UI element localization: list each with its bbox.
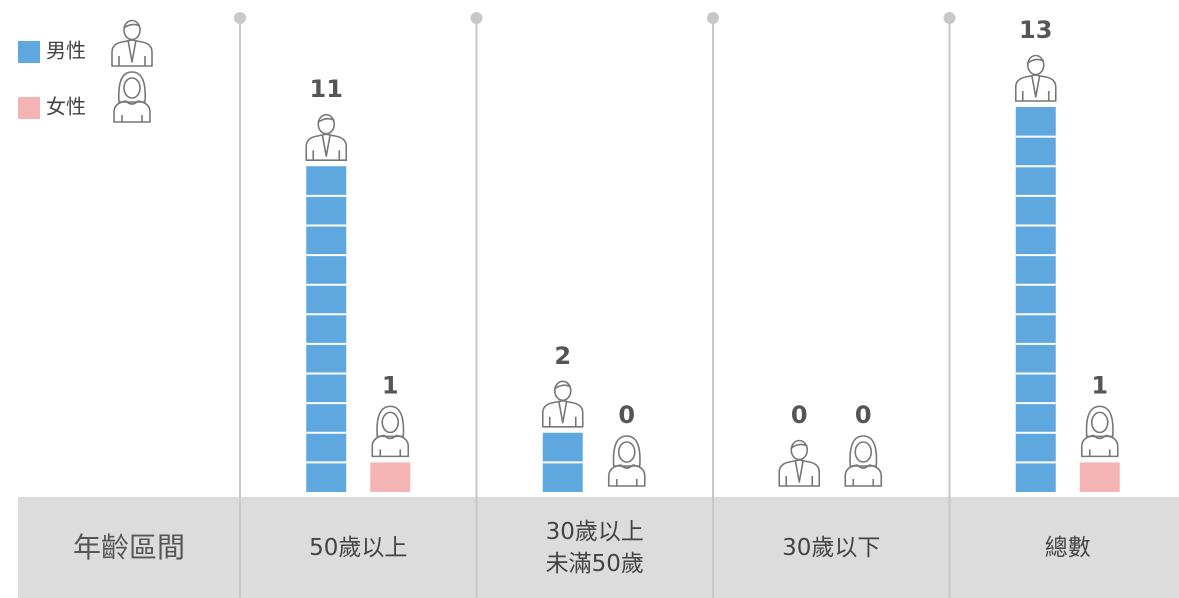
bar [306,166,347,492]
icon-hair [612,435,641,467]
icon-hair [1027,58,1045,64]
divider-dot [943,12,956,24]
male-icon [778,439,821,487]
divider-dot [470,12,483,24]
female-icon [113,71,151,123]
bar [1079,462,1120,492]
male-icon [111,19,153,67]
icon-body [541,399,584,428]
legend-label: 男性 [46,39,86,63]
category-band [18,497,1179,598]
value-label: 0 [618,401,635,429]
value-label: 0 [855,401,872,429]
male-icon [541,380,584,428]
x-tick-label: 50歲以上 [309,534,408,561]
icon-head [317,113,336,135]
icon-hair [554,384,572,390]
icon-hair [117,71,147,103]
x-tick-label: 30歲以下 [782,534,881,561]
value-label: 0 [791,401,808,429]
icon-body [607,464,646,487]
divider-dot [234,12,246,24]
icon-body [111,39,153,67]
icon-hair [1085,405,1114,438]
icon-head [1090,411,1109,434]
x-axis-label: 年齡區間 [72,530,185,564]
icon-body [1080,434,1119,458]
x-tick-label: 總數 [1044,534,1091,561]
icon-head [1026,54,1045,76]
icon-head [617,441,636,463]
icon-head [381,411,400,434]
value-label: 11 [310,75,343,103]
icon-hair [376,405,405,438]
bar [1015,107,1056,492]
icon-hair [317,117,335,123]
icon-body [305,133,348,162]
icon-body [113,100,151,123]
female-icon [607,435,646,487]
icon-body [844,464,883,487]
bar [370,462,411,492]
icon-body [371,434,410,458]
icon-body [1014,74,1057,102]
male-icon [1014,54,1057,102]
female-icon [1080,405,1119,458]
legend-swatch [18,97,40,119]
icon-head [123,77,141,99]
divider-dot [707,12,719,24]
value-label: 13 [1019,16,1052,44]
icon-hair [849,435,878,467]
female-icon [844,435,883,487]
legend-label: 女性 [46,95,86,119]
legend-swatch [18,41,40,63]
icon-head [553,380,572,402]
icon-head [854,441,873,463]
male-icon [305,113,348,162]
value-label: 1 [1091,371,1108,399]
female-icon [371,405,410,458]
value-label: 1 [382,371,399,399]
icon-head [790,439,809,461]
icon-head [123,19,141,41]
icon-hair [123,23,141,29]
value-label: 2 [554,342,571,370]
icon-hair [790,443,808,449]
icon-body [778,459,821,487]
x-tick-label: 30歲以上 未滿50歲 [545,518,644,577]
